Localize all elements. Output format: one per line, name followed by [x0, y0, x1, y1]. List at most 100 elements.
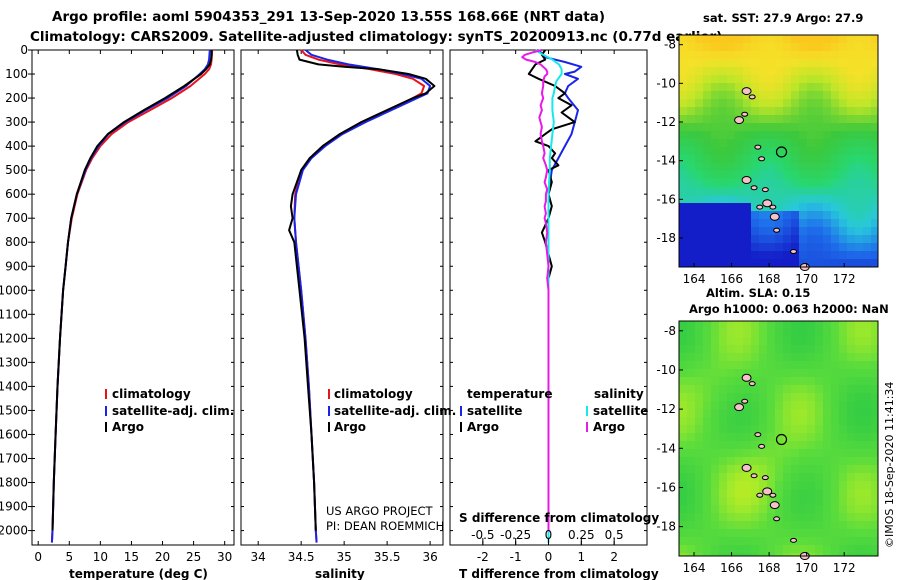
sla-map-cell	[719, 321, 728, 330]
sla-map-cell	[743, 401, 752, 410]
sla-map-cell	[791, 321, 800, 330]
sst-map-cell	[687, 211, 696, 220]
sla-map-cell	[767, 473, 776, 482]
sla-map-cell	[847, 385, 856, 394]
sst-map-cell	[799, 251, 808, 260]
sla-map-cell	[807, 385, 816, 394]
sla-map-cell	[679, 529, 688, 538]
sst-map-cell	[743, 35, 752, 44]
sla-map-cell	[767, 345, 776, 354]
sla-map-cell	[695, 353, 704, 362]
sla-map-cell	[791, 377, 800, 386]
sla-map-cell	[831, 505, 840, 514]
sst-map-xtick-label: 172	[833, 272, 856, 286]
sla-map-cell	[791, 513, 800, 522]
sla-map-cell	[679, 489, 688, 498]
sla-map-cell	[839, 401, 848, 410]
sla-map-cell	[711, 361, 720, 370]
sla-map-cell	[759, 353, 768, 362]
sst-map-cell	[727, 211, 736, 220]
difference-xtick-label: -1	[510, 550, 522, 564]
sla-map-cell	[679, 369, 688, 378]
sla-map-cell	[791, 353, 800, 362]
sst-map-cell	[871, 123, 879, 132]
temperature-xtick-label: 10	[93, 550, 108, 564]
sst-map-cell	[687, 75, 696, 84]
sla-map-cell	[823, 473, 832, 482]
sst-map-cell	[687, 203, 696, 212]
sst-map-cell	[703, 195, 712, 204]
sla-map-cell	[783, 521, 792, 530]
sst-map-cell	[847, 131, 856, 140]
sst-map-cell	[727, 35, 736, 44]
sla-map-cell	[679, 377, 688, 386]
sst-map-ytick-label: -8	[664, 38, 676, 52]
sla-map-island	[769, 501, 780, 510]
sst-map-cell	[775, 251, 784, 260]
sla-map-cell	[783, 441, 792, 450]
sla-map-cell	[815, 337, 824, 346]
sla-map-cell	[759, 377, 768, 386]
sst-map-cell	[799, 139, 808, 148]
sst-map-cell	[687, 51, 696, 60]
sst-map-cell	[743, 59, 752, 68]
sst-map-cell	[743, 43, 752, 52]
sst-map-cell	[759, 67, 768, 76]
sla-map-cell	[743, 489, 752, 498]
sla-map-cell	[719, 537, 728, 546]
sla-map-cell	[823, 353, 832, 362]
sla-map-cell	[791, 449, 800, 458]
sla-map-cell	[743, 433, 752, 442]
sst-map-cell	[695, 195, 704, 204]
sla-map-cell	[703, 505, 712, 514]
sla-map-cell	[863, 545, 872, 554]
sla-map-cell	[767, 433, 776, 442]
sst-map-cell	[783, 147, 792, 156]
sla-map-island	[758, 443, 766, 449]
sst-map-cell	[863, 251, 872, 260]
sst-map-cell	[687, 43, 696, 52]
sla-map-cell	[727, 393, 736, 402]
sla-map-cell	[695, 481, 704, 490]
sla-map-cell	[783, 409, 792, 418]
sla-map-cell	[775, 489, 784, 498]
sst-map-cell	[735, 123, 744, 132]
sla-map-cell	[783, 401, 792, 410]
sst-map-cell	[743, 227, 752, 236]
sla-map-cell	[775, 457, 784, 466]
sla-map-cell	[767, 401, 776, 410]
sst-map-cell	[695, 219, 704, 228]
sst-map-cell	[703, 179, 712, 188]
sla-map-cell	[751, 481, 760, 490]
sla-map-cell	[703, 473, 712, 482]
sla-map-cell	[783, 545, 792, 554]
sla-map-cell	[695, 337, 704, 346]
sla-map-cell	[863, 441, 872, 450]
sst-map-cell	[783, 115, 792, 124]
sla-map-island	[756, 492, 764, 498]
sst-map-cell	[767, 139, 776, 148]
sla-map-cell	[687, 505, 696, 514]
sst-map-cell	[727, 251, 736, 260]
depth-tick-label: 100	[5, 67, 28, 81]
sla-map-cell	[735, 465, 744, 474]
sla-map-cell	[711, 465, 720, 474]
sla-map-cell	[767, 513, 776, 522]
depth-tick-label: 500	[5, 163, 28, 177]
sla-map-cell	[775, 353, 784, 362]
sst-map-cell	[703, 171, 712, 180]
sla-map-cell	[807, 361, 816, 370]
sla-map-cell	[863, 329, 872, 338]
sst-map-cell	[831, 99, 840, 108]
sla-map-cell	[743, 457, 752, 466]
sla-map-cell	[679, 417, 688, 426]
sla-map-cell	[687, 529, 696, 538]
sla-map-cell	[759, 545, 768, 554]
sst-map-cell	[855, 67, 864, 76]
sla-map-cell	[871, 337, 879, 346]
sla-map-cell	[847, 433, 856, 442]
difference-xtick-label: 2	[610, 550, 618, 564]
sla-map-cell	[791, 417, 800, 426]
sst-map-cell	[799, 43, 808, 52]
sst-map-cell	[791, 43, 800, 52]
